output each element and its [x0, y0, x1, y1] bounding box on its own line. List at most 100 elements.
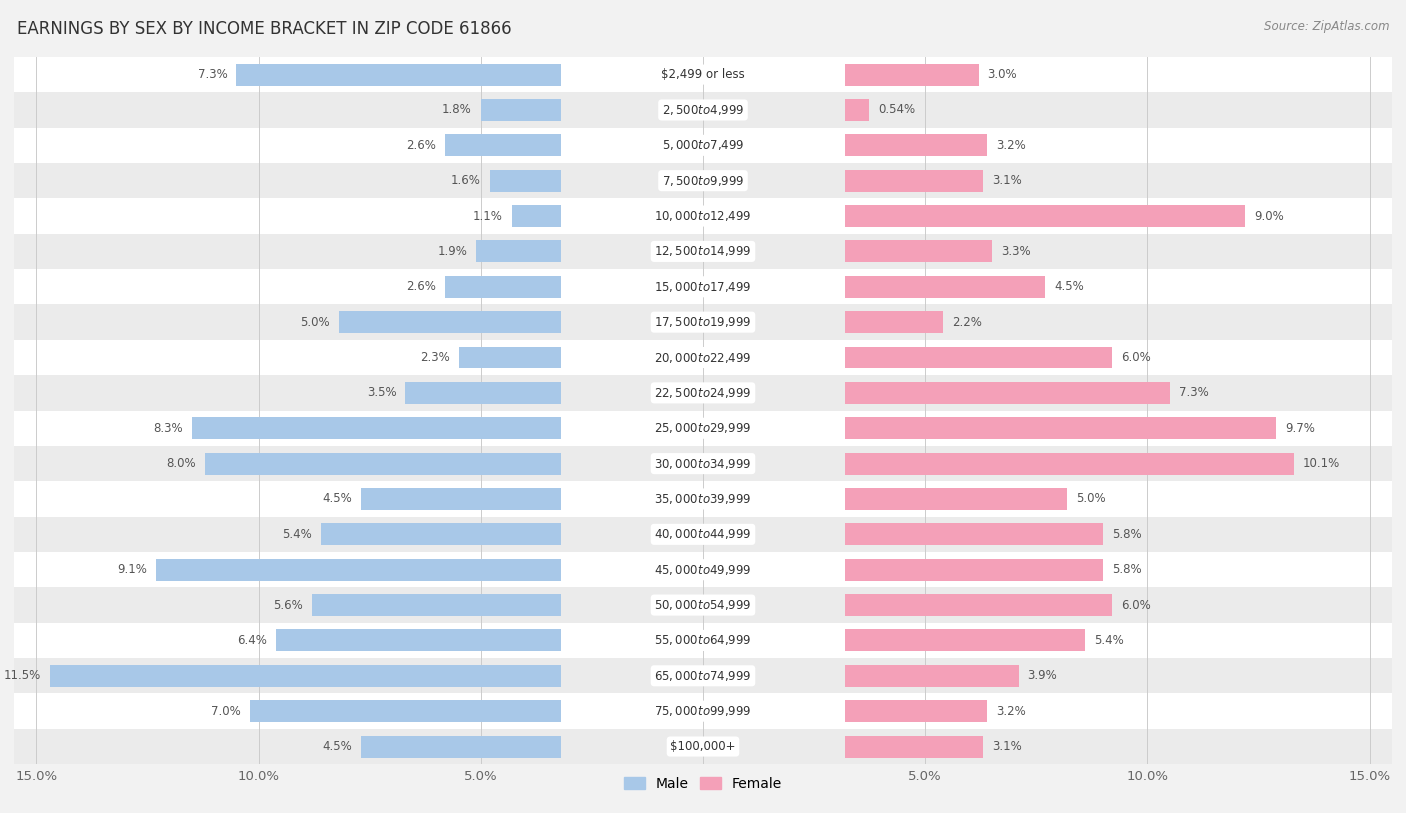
- Text: $45,000 to $49,999: $45,000 to $49,999: [654, 563, 752, 576]
- Text: $15,000 to $17,499: $15,000 to $17,499: [654, 280, 752, 293]
- Text: $10,000 to $12,499: $10,000 to $12,499: [654, 209, 752, 223]
- Bar: [0, 552, 1406, 587]
- Bar: [0, 729, 1406, 764]
- Text: 3.1%: 3.1%: [991, 174, 1022, 187]
- Text: 3.3%: 3.3%: [1001, 245, 1031, 258]
- Bar: [205, 453, 561, 475]
- Bar: [845, 453, 1294, 475]
- Text: 5.0%: 5.0%: [1077, 493, 1107, 506]
- Bar: [0, 411, 1406, 446]
- Bar: [845, 99, 869, 121]
- Bar: [0, 517, 1406, 552]
- Text: 1.8%: 1.8%: [441, 103, 472, 116]
- Bar: [0, 446, 1406, 481]
- Text: $40,000 to $44,999: $40,000 to $44,999: [654, 528, 752, 541]
- Bar: [481, 99, 561, 121]
- Text: 8.3%: 8.3%: [153, 422, 183, 435]
- Bar: [0, 233, 1406, 269]
- Bar: [477, 241, 561, 263]
- Bar: [845, 559, 1104, 580]
- Bar: [49, 665, 561, 687]
- Text: 2.3%: 2.3%: [420, 351, 450, 364]
- Bar: [0, 376, 1406, 411]
- Bar: [845, 241, 991, 263]
- Bar: [845, 736, 983, 758]
- Bar: [845, 205, 1246, 227]
- Bar: [0, 340, 1406, 375]
- Bar: [845, 700, 987, 722]
- Bar: [361, 736, 561, 758]
- Bar: [0, 304, 1406, 340]
- Bar: [845, 488, 1067, 510]
- Text: 6.4%: 6.4%: [238, 634, 267, 647]
- Bar: [312, 594, 561, 616]
- Bar: [0, 587, 1406, 623]
- Text: 2.6%: 2.6%: [406, 139, 436, 152]
- Legend: Male, Female: Male, Female: [619, 771, 787, 796]
- Text: $35,000 to $39,999: $35,000 to $39,999: [654, 492, 752, 506]
- Bar: [512, 205, 561, 227]
- Text: 7.0%: 7.0%: [211, 705, 240, 718]
- Text: 2.6%: 2.6%: [406, 280, 436, 293]
- Text: 4.5%: 4.5%: [322, 740, 352, 753]
- Text: $100,000+: $100,000+: [671, 740, 735, 753]
- Text: $22,500 to $24,999: $22,500 to $24,999: [654, 386, 752, 400]
- Bar: [458, 346, 561, 368]
- Text: 5.8%: 5.8%: [1112, 528, 1142, 541]
- Text: 11.5%: 11.5%: [3, 669, 41, 682]
- Text: 3.0%: 3.0%: [987, 68, 1017, 81]
- Bar: [250, 700, 561, 722]
- Bar: [339, 311, 561, 333]
- Bar: [446, 134, 561, 156]
- Text: $50,000 to $54,999: $50,000 to $54,999: [654, 598, 752, 612]
- Text: 9.7%: 9.7%: [1285, 422, 1315, 435]
- Text: $25,000 to $29,999: $25,000 to $29,999: [654, 421, 752, 435]
- Text: 5.8%: 5.8%: [1112, 563, 1142, 576]
- Text: 2.2%: 2.2%: [952, 315, 981, 328]
- Bar: [845, 63, 979, 85]
- Text: 4.5%: 4.5%: [322, 493, 352, 506]
- Text: 1.9%: 1.9%: [437, 245, 467, 258]
- Bar: [0, 269, 1406, 304]
- Text: 8.0%: 8.0%: [167, 457, 197, 470]
- Bar: [361, 488, 561, 510]
- Text: 5.4%: 5.4%: [1094, 634, 1123, 647]
- Bar: [489, 170, 561, 192]
- Text: $7,500 to $9,999: $7,500 to $9,999: [662, 174, 744, 188]
- Text: $2,500 to $4,999: $2,500 to $4,999: [662, 103, 744, 117]
- Bar: [0, 693, 1406, 729]
- Text: 0.54%: 0.54%: [879, 103, 915, 116]
- Text: 3.5%: 3.5%: [367, 386, 396, 399]
- Bar: [321, 524, 561, 546]
- Bar: [446, 276, 561, 298]
- Bar: [845, 417, 1277, 439]
- Text: 9.1%: 9.1%: [118, 563, 148, 576]
- Bar: [845, 276, 1045, 298]
- Text: 3.2%: 3.2%: [997, 139, 1026, 152]
- Bar: [845, 346, 1112, 368]
- Text: 7.3%: 7.3%: [198, 68, 228, 81]
- Bar: [845, 665, 1018, 687]
- Text: 10.1%: 10.1%: [1303, 457, 1340, 470]
- Text: 7.3%: 7.3%: [1178, 386, 1208, 399]
- Bar: [845, 311, 943, 333]
- Text: 4.5%: 4.5%: [1054, 280, 1084, 293]
- Text: Source: ZipAtlas.com: Source: ZipAtlas.com: [1264, 20, 1389, 33]
- Text: $12,500 to $14,999: $12,500 to $14,999: [654, 245, 752, 259]
- Bar: [845, 629, 1085, 651]
- Text: $65,000 to $74,999: $65,000 to $74,999: [654, 669, 752, 683]
- Bar: [0, 198, 1406, 234]
- Text: EARNINGS BY SEX BY INCOME BRACKET IN ZIP CODE 61866: EARNINGS BY SEX BY INCOME BRACKET IN ZIP…: [17, 20, 512, 38]
- Text: $75,000 to $99,999: $75,000 to $99,999: [654, 704, 752, 718]
- Bar: [0, 128, 1406, 163]
- Bar: [0, 57, 1406, 92]
- Bar: [0, 481, 1406, 517]
- Text: $55,000 to $64,999: $55,000 to $64,999: [654, 633, 752, 647]
- Text: 9.0%: 9.0%: [1254, 210, 1284, 223]
- Text: 3.2%: 3.2%: [997, 705, 1026, 718]
- Text: 3.9%: 3.9%: [1028, 669, 1057, 682]
- Bar: [236, 63, 561, 85]
- Text: 5.6%: 5.6%: [273, 598, 302, 611]
- Bar: [845, 524, 1104, 546]
- Text: 6.0%: 6.0%: [1121, 351, 1150, 364]
